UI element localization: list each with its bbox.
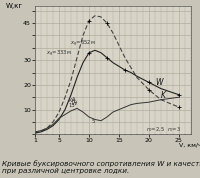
Text: $r_0$=2,5: $r_0$=2,5 bbox=[146, 125, 165, 134]
Y-axis label: W,кг: W,кг bbox=[5, 3, 23, 9]
Text: $x_g$=652м: $x_g$=652м bbox=[70, 39, 95, 49]
Text: Кривые буксировочного сопротивления W и качества К
при различной центровке лодки: Кривые буксировочного сопротивления W и … bbox=[2, 161, 200, 174]
Text: $r_0$=3: $r_0$=3 bbox=[167, 125, 181, 134]
Text: W: W bbox=[72, 101, 77, 106]
Text: 5: 5 bbox=[92, 119, 95, 124]
Text: W: W bbox=[155, 78, 162, 87]
Text: Δ: Δ bbox=[72, 97, 76, 102]
X-axis label: V, км/час: V, км/час bbox=[179, 142, 200, 147]
Text: 15: 15 bbox=[68, 103, 75, 108]
Text: K: K bbox=[161, 91, 166, 100]
Text: K=: K= bbox=[68, 98, 76, 103]
Text: $x_g$=333м: $x_g$=333м bbox=[46, 49, 72, 59]
